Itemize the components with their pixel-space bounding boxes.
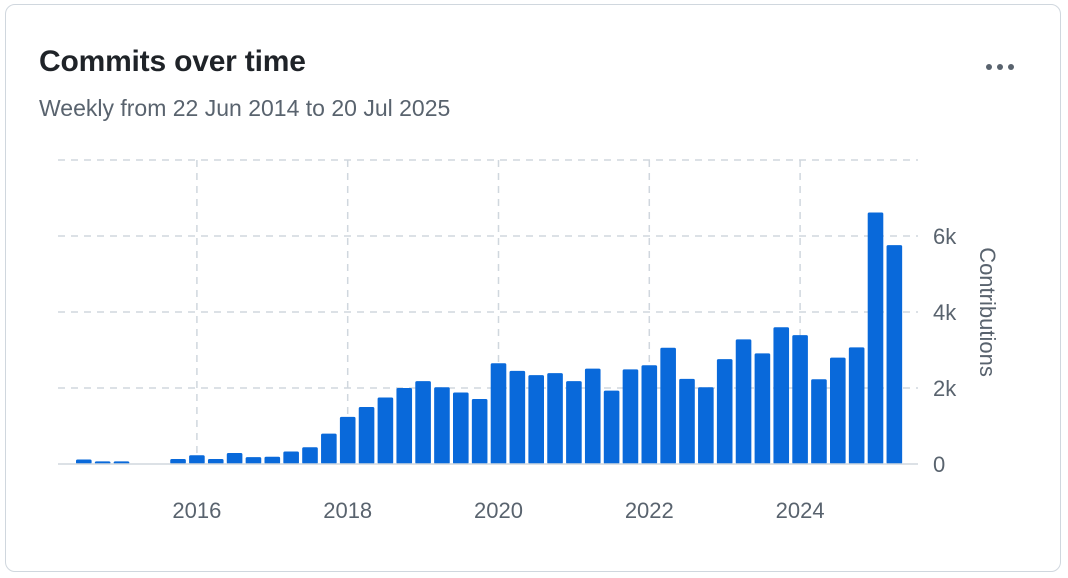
bar [735,339,752,464]
bar [528,375,544,464]
bar [415,381,431,464]
bar [339,416,356,464]
bar [302,447,318,464]
bar [509,370,526,464]
bar [283,451,299,464]
bar [603,390,620,464]
card-subtitle: Weekly from 22 Jun 2014 to 20 Jul 2025 [39,95,451,121]
bar [321,433,337,464]
bar [490,363,507,464]
bar [848,347,865,464]
bar [189,455,205,464]
bar [453,392,469,464]
x-tick-label: 2024 [776,498,825,523]
x-tick-label: 2020 [474,498,523,523]
y-tick-label: 4k [933,300,957,325]
bar [679,378,695,464]
bar [170,459,186,464]
commits-card: Commits over time Weekly from 22 Jun 201… [5,4,1061,572]
x-tick-label: 2018 [323,498,372,523]
bar [886,245,903,464]
chart-axes: 0 2k 4k 6k 2016 2018 2020 2022 2024 [58,224,957,523]
chart-bars [76,212,903,464]
bar [641,365,658,464]
bar [811,379,827,464]
y-tick-label: 0 [933,452,945,477]
bar [622,369,639,464]
bar [207,459,224,464]
bar [754,353,771,464]
bar [547,373,563,464]
x-tick-label: 2016 [172,498,221,523]
bar [396,388,413,464]
bar [566,381,582,464]
bar [584,368,601,464]
y-axis-title: Contributions [975,247,1000,377]
bar [830,357,846,464]
y-tick-label: 2k [933,376,957,401]
bar [377,397,394,464]
bar [698,387,714,464]
bar [358,407,375,464]
bar [660,347,676,464]
x-tick-label: 2022 [625,498,674,523]
y-tick-label: 6k [933,224,957,249]
card-title: Commits over time [39,45,306,78]
bar [264,456,281,464]
more-options-button[interactable] [978,49,1022,85]
bar [792,335,808,464]
bar [76,459,92,464]
bar [226,452,243,464]
bar [434,387,450,464]
bar [867,212,884,464]
kebab-horizontal-icon [986,64,1014,70]
bar [471,399,488,464]
bar [716,359,733,464]
bar [773,327,790,464]
bar [245,457,262,464]
